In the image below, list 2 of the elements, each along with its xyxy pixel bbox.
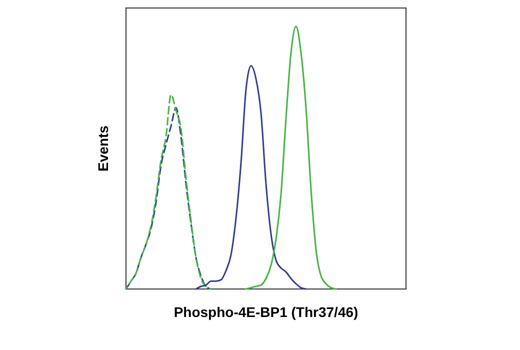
x-axis-title: Phospho-4E-BP1 (Thr37/46)	[174, 304, 358, 320]
y-axis-title: Events	[95, 125, 111, 172]
